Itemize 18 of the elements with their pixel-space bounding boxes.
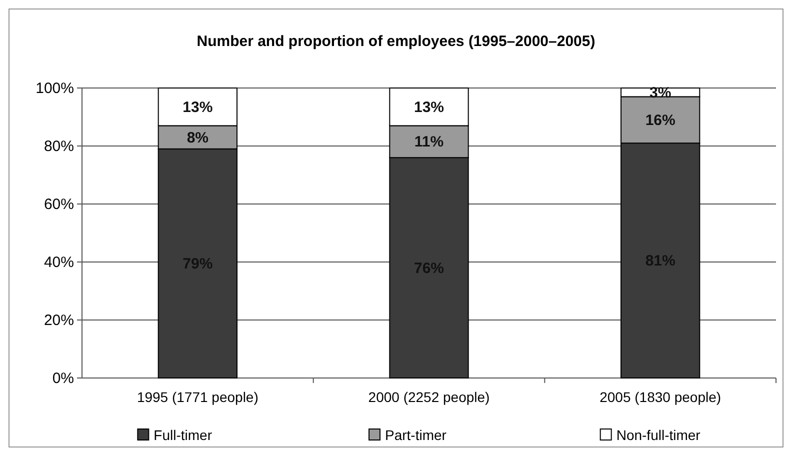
y-tick-label: 100% [36, 80, 74, 97]
legend-label: Part-timer [385, 427, 447, 443]
x-tick-label: 2005 (1830 people) [600, 389, 722, 405]
y-tick-label: 20% [44, 312, 74, 329]
x-tick-label: 2000 (2252 people) [368, 389, 490, 405]
y-tick-label: 60% [44, 196, 74, 213]
data-label: 13% [414, 98, 444, 116]
data-label: 16% [645, 112, 676, 129]
chart-title: Number and proportion of employees (1995–2000–2005) [196, 33, 596, 50]
y-tick-label: 80% [44, 138, 74, 155]
legend-label: Non-full-timer [616, 427, 701, 443]
y-tick-label: 0% [52, 370, 74, 387]
legend-label: Full-timer [154, 427, 212, 443]
y-tick-label: 40% [44, 254, 74, 271]
data-label: 13% [182, 98, 213, 116]
x-tick-label: 1995 (1771 people) [136, 389, 258, 405]
data-label: 8% [186, 129, 209, 146]
data-label: 11% [414, 134, 444, 151]
